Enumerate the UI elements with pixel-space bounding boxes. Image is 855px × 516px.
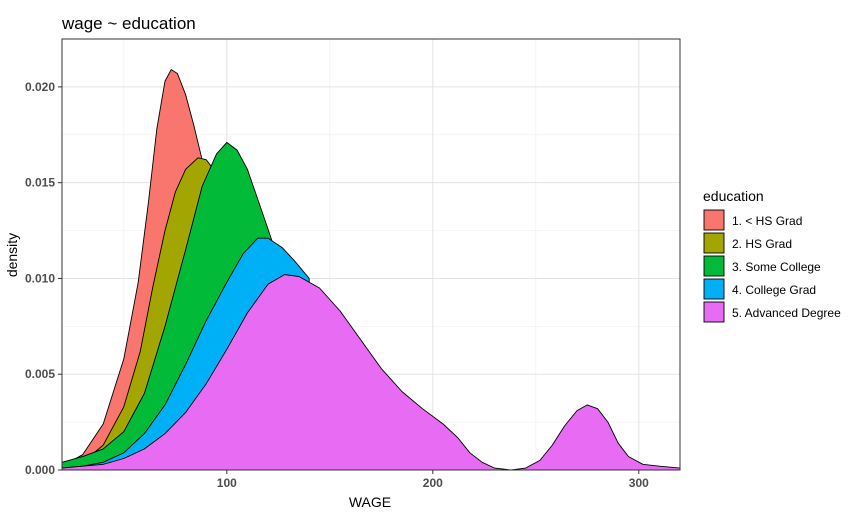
y-tick-label: 0.010 [25, 271, 55, 285]
series-layer [61, 69, 681, 471]
x-tick-label: 100 [217, 476, 237, 490]
x-tick-label: 300 [629, 476, 649, 490]
legend-key-3 [703, 255, 725, 277]
legend-title: education [703, 188, 764, 204]
y-tick-label: 0.020 [25, 80, 55, 94]
legend-key-1 [703, 209, 725, 231]
legend-label-1: 1. < HS Grad [732, 214, 802, 228]
panel-border [61, 38, 681, 471]
legend-label-4: 4. College Grad [732, 283, 816, 297]
x-axis-title: WAGE [349, 494, 391, 510]
density-area-5 [61, 274, 681, 471]
y-tick-label: 0.000 [25, 463, 55, 477]
y-tick-label: 0.005 [25, 367, 55, 381]
y-axis-ticks: 0.000 0.005 0.010 0.015 0.020 [25, 80, 62, 477]
x-axis-ticks: 100 200 300 [217, 470, 649, 490]
y-axis-title: density [4, 233, 20, 277]
legend: education 1. < HS Grad 2. HS Grad 3. Some … [703, 188, 841, 323]
legend-key-4 [703, 278, 725, 300]
y-tick-label: 0.015 [25, 176, 55, 190]
legend-key-2 [703, 232, 725, 254]
legend-items: 1. < HS Grad 2. HS Grad 3. Some College 4. … [703, 209, 841, 323]
legend-key-5 [703, 301, 725, 323]
x-tick-label: 200 [423, 476, 443, 490]
legend-label-2: 2. HS Grad [732, 237, 792, 251]
legend-label-3: 3. Some College [732, 260, 821, 274]
legend-label-5: 5. Advanced Degree [732, 306, 841, 320]
chart-title: wage ~ education [61, 14, 196, 33]
